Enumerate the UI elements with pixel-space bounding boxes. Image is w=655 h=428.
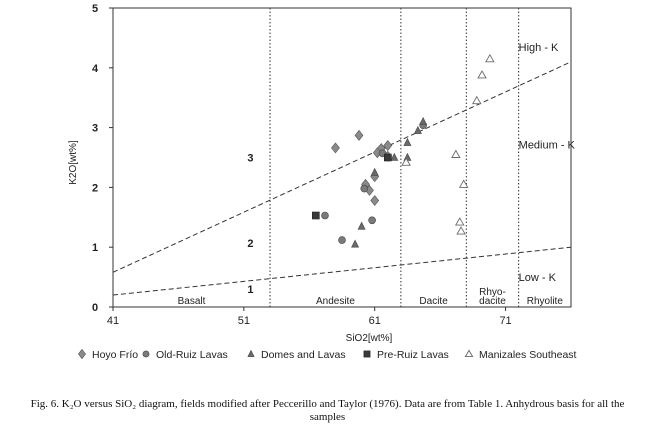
data-point-square: [383, 153, 392, 162]
x-tick-label: 71: [499, 315, 511, 327]
y-axis-label: K2O[wt%]: [68, 140, 79, 185]
data-point-circle: [338, 236, 346, 244]
y-tick-label: 5: [92, 3, 98, 15]
y-tick-label: 0: [92, 302, 98, 314]
data-point-triangle: [403, 137, 412, 146]
caption-line-1: Fig. 6. K₂O versus SiO₂ diagram, fields …: [30, 398, 625, 410]
legend-marker-circle: [142, 350, 150, 358]
legend-marker-open-triangle: [464, 349, 474, 358]
legend: Hoyo Frío Old-Ruiz Lavas Domes and Lavas Pr…: [78, 348, 577, 361]
field-label: High - K: [519, 42, 559, 54]
y-tick-label: 3: [92, 123, 98, 135]
x-tick-label: 51: [238, 315, 250, 327]
data-point-circle: [360, 184, 369, 193]
caption-line-2: samples: [309, 411, 346, 423]
k-boundary-line: [112, 61, 572, 273]
plot-frame: [112, 7, 572, 308]
data-point-open-triangle: [401, 157, 411, 166]
data-point-open-triangle: [477, 70, 487, 79]
data-point-open-triangle: [456, 226, 466, 235]
data-point-square: [312, 211, 320, 220]
field-label: 1: [247, 284, 253, 296]
field-label: 2: [247, 238, 253, 250]
rock-type-label: dacite: [479, 296, 506, 307]
x-axis-label: SiO2[wt%]: [346, 333, 393, 344]
rock-type-label: Basalt: [178, 296, 206, 307]
data-point-circle: [321, 211, 329, 220]
x-tick-label: 61: [369, 315, 381, 327]
data-point-open-triangle: [485, 53, 495, 63]
data-point-triangle: [351, 239, 360, 248]
k-boundary-line: [112, 246, 572, 296]
legend-marker-diamond: [78, 348, 86, 360]
plot-area: 0 1 2 3 4 5 41 51 61 71 SiO2[wt%] K2O[wt%] High - K M…: [68, 3, 576, 344]
legend-label: Old-Ruiz Lavas: [156, 349, 228, 361]
data-point-diamond: [370, 195, 380, 207]
legend-label: Pre-Ruiz Lavas: [377, 349, 449, 361]
data-point-triangle: [413, 125, 422, 134]
rock-type-label: Rhyolite: [527, 296, 564, 307]
x-tick-label: 41: [107, 315, 119, 327]
y-tick-label: 1: [92, 242, 98, 254]
data-point-triangle: [390, 152, 399, 161]
data-point-triangle: [357, 221, 366, 230]
field-label: Medium - K: [519, 139, 576, 151]
data-point-triangle: [370, 167, 379, 176]
legend-marker-triangle: [247, 349, 255, 357]
data-point-diamond: [383, 140, 393, 152]
data-point-circle: [368, 216, 376, 225]
data-point-open-triangle: [458, 179, 469, 188]
data-point-open-triangle: [454, 217, 465, 226]
legend-label: Manizales Southeast: [479, 349, 577, 361]
y-tick-label: 2: [92, 182, 98, 194]
rock-type-label: Andesite: [316, 296, 355, 307]
data-point-open-triangle: [451, 149, 461, 158]
data-point-open-triangle: [472, 95, 482, 105]
y-tick-label: 4: [92, 63, 99, 75]
data-point-diamond: [354, 129, 364, 141]
figure-caption: Fig. 6. K₂O versus SiO₂ diagram, fields …: [0, 398, 655, 424]
data-point-triangle: [419, 116, 428, 125]
legend-label: Domes and Lavas: [261, 349, 346, 361]
data-point-diamond: [331, 142, 340, 154]
rock-type-label: Rhyo-: [479, 287, 506, 298]
legend-label: Hoyo Frío: [92, 349, 138, 361]
rock-type-label: Dacite: [419, 296, 448, 307]
field-label: 3: [247, 153, 253, 165]
legend-marker-square: [363, 350, 371, 358]
field-label: Low - K: [519, 272, 557, 284]
